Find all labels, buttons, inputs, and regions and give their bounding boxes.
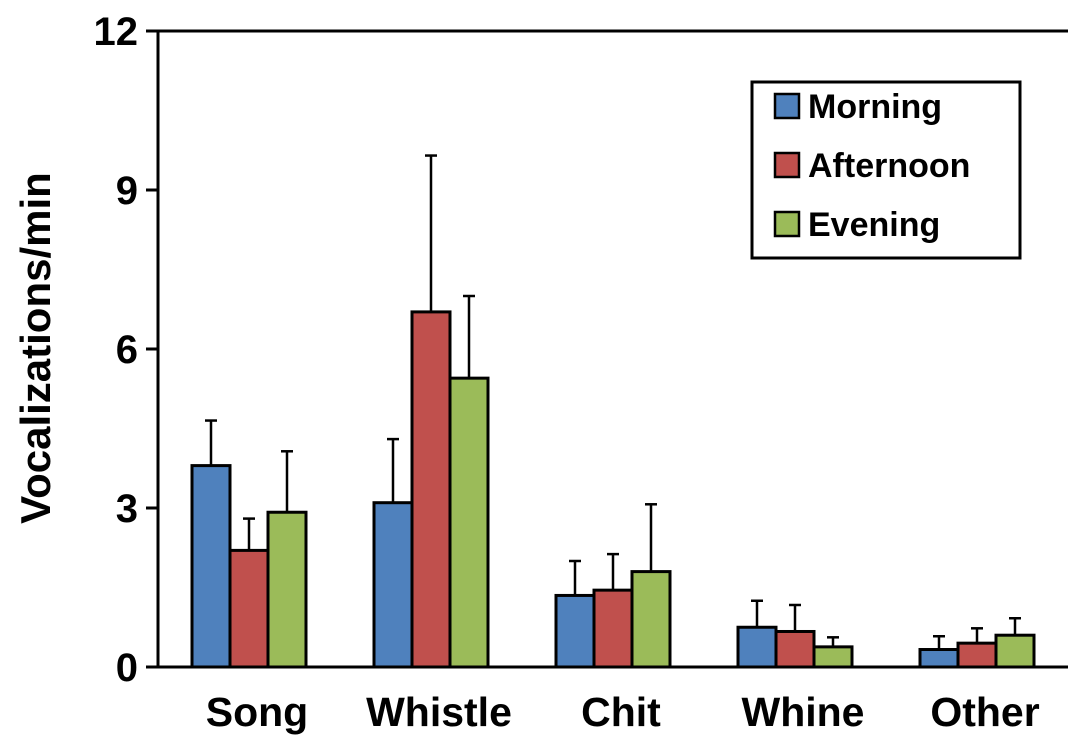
bar-morning-other (918, 648, 960, 669)
legend-label-evening: Evening (808, 206, 940, 244)
legend-swatch-evening (773, 210, 801, 238)
legend-label-afternoon: Afternoon (808, 147, 970, 185)
legend-swatch-morning (773, 92, 801, 120)
bar-afternoon-song (228, 548, 270, 669)
bar-evening-other (994, 633, 1036, 669)
x-tick-label: Chit (581, 689, 661, 735)
legend-swatch-afternoon (773, 151, 801, 179)
y-tick-label: 9 (116, 169, 138, 213)
x-tick-label: Whistle (366, 689, 512, 735)
x-axis-tick-labels: Song Whistle Chit Whine Other (206, 689, 1040, 735)
bar-morning-chit (554, 593, 596, 669)
x-tick-label: Song (206, 689, 308, 735)
x-tick-label: Other (930, 689, 1039, 735)
bar-evening-whine (812, 645, 854, 669)
bars (190, 154, 1036, 669)
legend-label-morning: Morning (808, 88, 942, 126)
legend: Morning Afternoon Evening (750, 80, 1022, 260)
bar-morning-whine (736, 625, 778, 669)
y-tick-label: 6 (116, 328, 138, 372)
bar-afternoon-whine (774, 629, 816, 669)
bar-evening-whistle (448, 376, 490, 669)
y-axis-title: Vocalizations/min (12, 172, 59, 524)
y-tick-label: 12 (94, 10, 139, 54)
bar-evening-song (266, 510, 308, 669)
bar-morning-whistle (372, 501, 414, 669)
bar-morning-song (190, 464, 232, 669)
x-tick-label: Whine (742, 689, 865, 735)
y-tick-label: 3 (116, 487, 138, 531)
bar-afternoon-chit (592, 588, 634, 669)
y-axis-ticks: 0 3 6 9 12 (94, 10, 158, 690)
bar-evening-chit (630, 570, 672, 669)
bar-afternoon-other (956, 641, 998, 669)
bar-afternoon-whistle (410, 310, 452, 669)
y-tick-label: 0 (116, 646, 138, 690)
